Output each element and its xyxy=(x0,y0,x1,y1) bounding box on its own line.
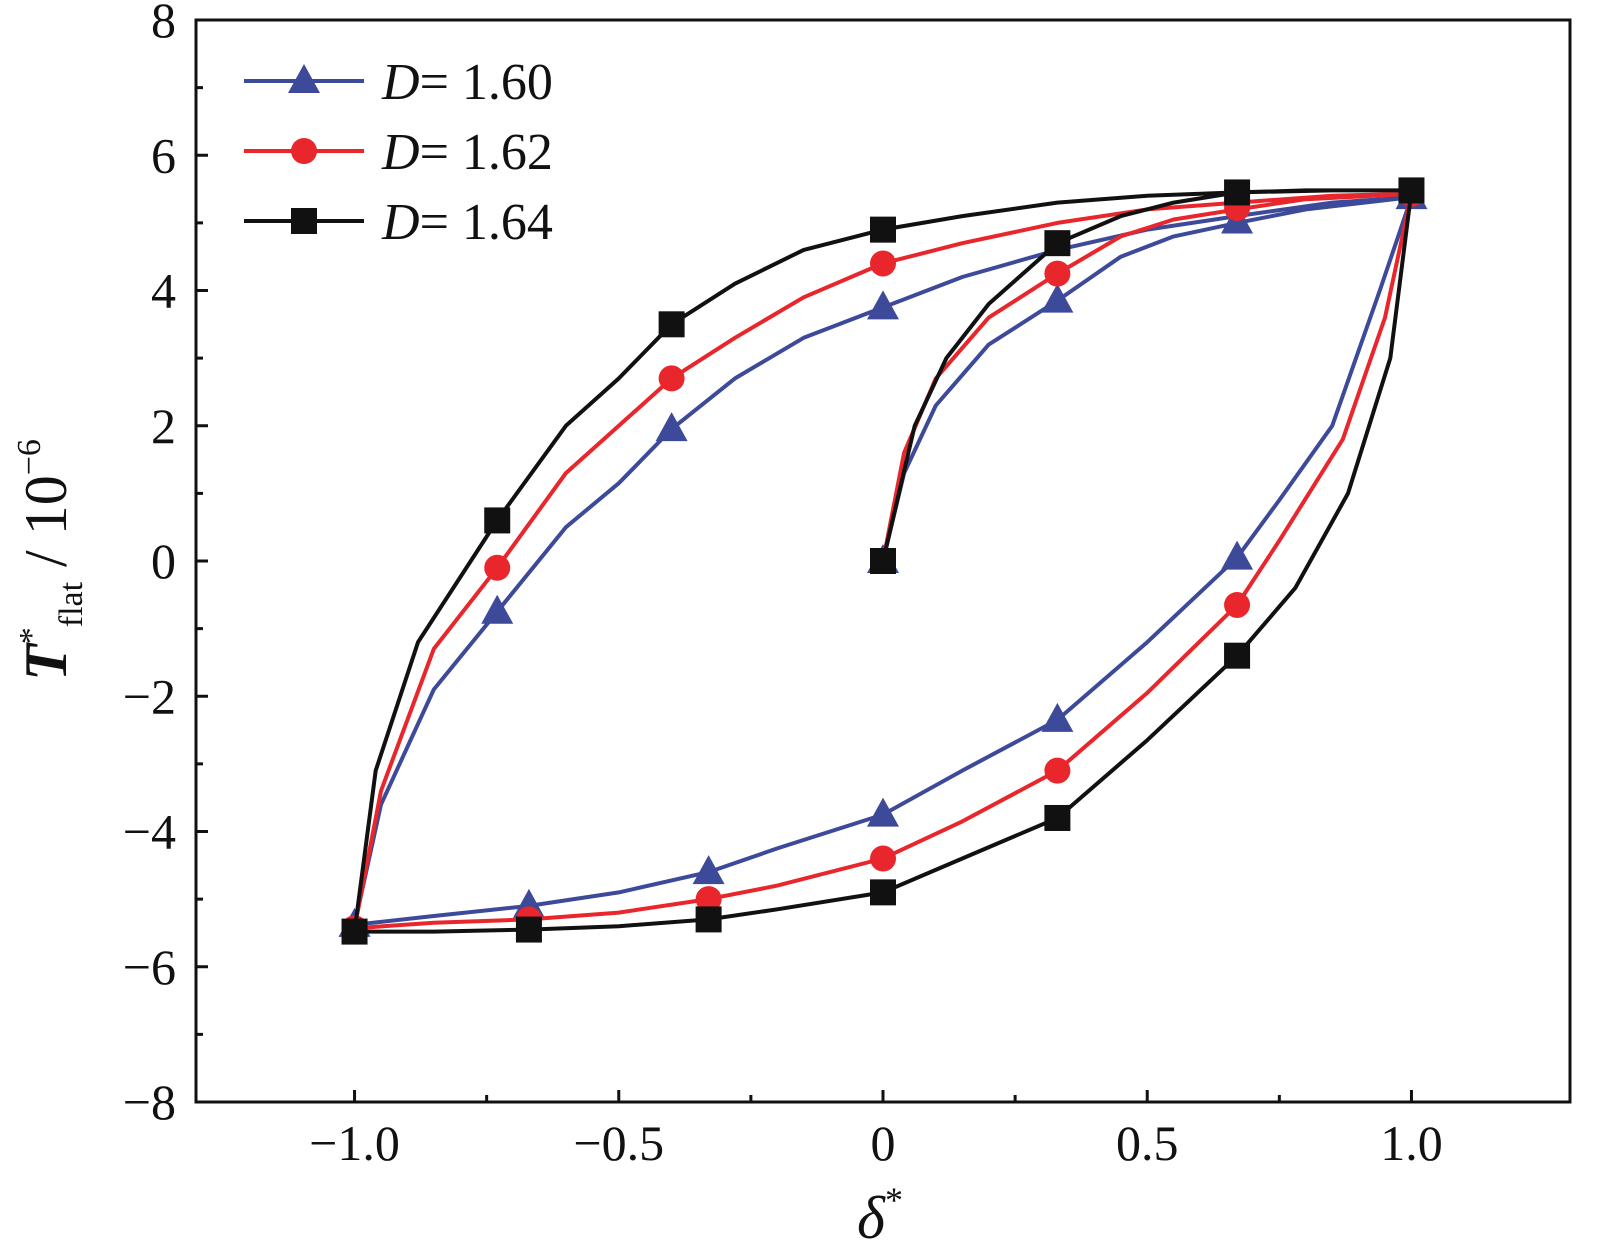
data-point-triangle xyxy=(867,797,899,827)
x-tick-label: 0.5 xyxy=(1116,1115,1179,1171)
x-tick-label: 1.0 xyxy=(1380,1115,1443,1171)
data-point-triangle xyxy=(867,290,899,320)
data-point-square xyxy=(695,906,722,933)
y-tick-label: 8 xyxy=(151,0,176,48)
x-tick-label: −0.5 xyxy=(573,1115,664,1171)
legend-label: D= 1.60 xyxy=(381,54,553,111)
data-point-triangle xyxy=(692,855,725,885)
y-tick-label: 0 xyxy=(151,533,176,589)
data-point-square xyxy=(1224,642,1251,669)
legend-marker-circle xyxy=(291,138,317,164)
x-axis-title: δ* xyxy=(857,1180,903,1247)
legend-label: D= 1.62 xyxy=(381,124,553,181)
legend-eq: = xyxy=(420,124,462,181)
legend-value: 1.64 xyxy=(462,194,553,251)
data-point-circle xyxy=(695,886,722,913)
y-tick-label: −8 xyxy=(123,1074,176,1130)
data-point-square xyxy=(484,507,511,534)
data-point-square xyxy=(870,216,896,243)
y-tick-label: −6 xyxy=(123,939,176,995)
y-axis-title-unit: / 10 xyxy=(13,475,79,582)
data-point-square xyxy=(870,879,896,906)
data-point-square xyxy=(1044,804,1071,831)
series-layer xyxy=(338,177,1428,945)
data-point-square xyxy=(658,311,685,338)
x-axis-title-sup: * xyxy=(885,1180,903,1220)
data-point-square xyxy=(341,918,368,945)
y-axis-title: T*flat / 10−6 xyxy=(11,439,90,681)
data-point-triangle xyxy=(1041,283,1074,313)
y-tick-label: 4 xyxy=(151,263,176,319)
y-tick-label: 6 xyxy=(151,127,176,183)
y-tick-label: −4 xyxy=(123,804,176,860)
data-point-triangle xyxy=(1041,702,1074,732)
legend-eq: = xyxy=(420,54,462,111)
y-axis-title-sup: * xyxy=(13,627,50,644)
data-point-square xyxy=(1398,177,1425,204)
legend-eq: = xyxy=(420,194,462,251)
data-point-circle xyxy=(1224,591,1251,618)
axis-tick-labels: −1.0 −0.5 0 0.5 1.0 −8 −6 −4 −2 0 2 4 6 8 xyxy=(123,0,1443,1171)
data-point-square xyxy=(515,916,542,943)
data-point-circle xyxy=(870,250,896,277)
data-point-triangle xyxy=(1221,540,1254,570)
data-point-triangle xyxy=(481,594,514,624)
data-point-square xyxy=(870,548,896,574)
data-point-circle xyxy=(484,554,511,581)
data-point-circle xyxy=(870,845,896,872)
series-1-62 xyxy=(341,180,1425,942)
axis-ticks xyxy=(196,18,1413,1104)
legend-entry: D= 1.60 xyxy=(244,54,553,111)
legend-value: 1.62 xyxy=(462,124,553,181)
legend-var: D xyxy=(381,124,420,181)
legend-entry: D= 1.64 xyxy=(244,194,553,251)
legend-var: D xyxy=(381,54,420,111)
legend: D= 1.60D= 1.62D= 1.64 xyxy=(244,54,553,251)
y-axis-title-unit-sup: −6 xyxy=(11,439,48,475)
y-axis-title-sub: flat xyxy=(53,581,90,627)
x-axis-title-main: δ xyxy=(857,1185,886,1247)
legend-marker-square xyxy=(291,208,317,234)
legend-value: 1.60 xyxy=(462,54,553,111)
series-1-64 xyxy=(341,177,1425,945)
legend-var: D xyxy=(381,194,420,251)
data-point-square xyxy=(1044,230,1071,257)
data-point-square xyxy=(1224,179,1251,206)
data-point-circle xyxy=(1044,757,1071,784)
legend-entry: D= 1.62 xyxy=(244,124,553,181)
x-tick-label: 0 xyxy=(871,1115,896,1171)
data-point-circle xyxy=(1044,260,1071,287)
y-axis-title-main: T xyxy=(13,642,79,681)
y-tick-label: −2 xyxy=(123,668,176,724)
x-tick-label: −1.0 xyxy=(309,1115,400,1171)
y-tick-label: 2 xyxy=(151,398,176,454)
legend-marker-triangle xyxy=(288,64,320,93)
data-point-circle xyxy=(658,365,685,392)
legend-label: D= 1.64 xyxy=(381,194,553,251)
data-point-triangle xyxy=(655,412,688,442)
